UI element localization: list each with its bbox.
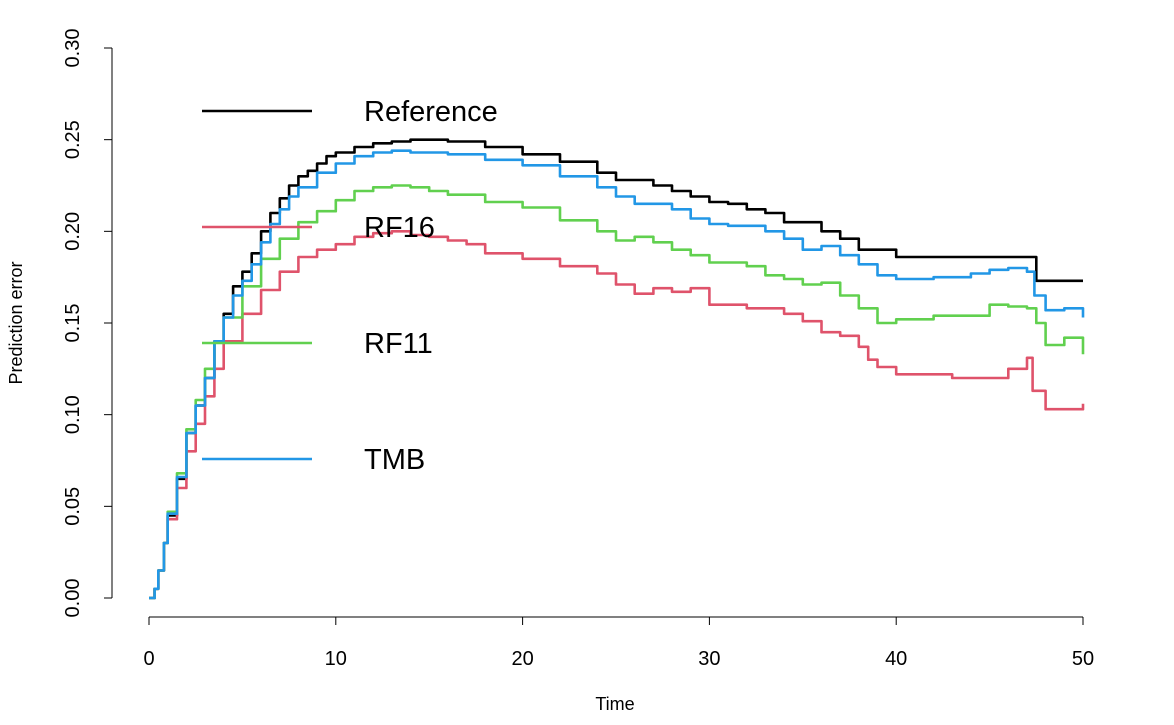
x-tick-label: 40 — [885, 648, 907, 670]
series-layer — [149, 138, 1085, 600]
x-tick-label: 50 — [1072, 648, 1094, 670]
legend-label-rf16: RF16 — [364, 212, 435, 244]
y-tick-label: 0.25 — [62, 120, 84, 159]
x-tick-label: 20 — [511, 648, 533, 670]
x-axis-title: Time — [595, 694, 634, 714]
y-tick-label: 0.15 — [62, 304, 84, 343]
series-line-rf16 — [149, 230, 1085, 600]
y-tick-label: 0.30 — [62, 29, 84, 68]
legend-label-rf11: RF11 — [364, 328, 433, 360]
y-tick-label: 0.05 — [62, 487, 84, 526]
series-line-tmb — [149, 149, 1085, 600]
legend: Reference RF16 RF11 TMB — [202, 96, 498, 476]
axes: 0 10 20 30 40 50 0.00 0.05 0.10 0.15 0.20 0.25 0.30 — [62, 29, 1094, 670]
y-axis-title: Prediction error — [6, 261, 26, 384]
x-tick-label: 30 — [698, 648, 720, 670]
x-tick-label: 10 — [325, 648, 347, 670]
legend-label-tmb: TMB — [364, 444, 425, 476]
x-tick-label: 0 — [143, 648, 154, 670]
legend-label-reference: Reference — [364, 96, 498, 128]
y-tick-label: 0.20 — [62, 212, 84, 251]
y-tick-label: 0.00 — [62, 579, 84, 618]
y-tick-label: 0.10 — [62, 395, 84, 434]
series-line-rf11 — [149, 184, 1085, 600]
